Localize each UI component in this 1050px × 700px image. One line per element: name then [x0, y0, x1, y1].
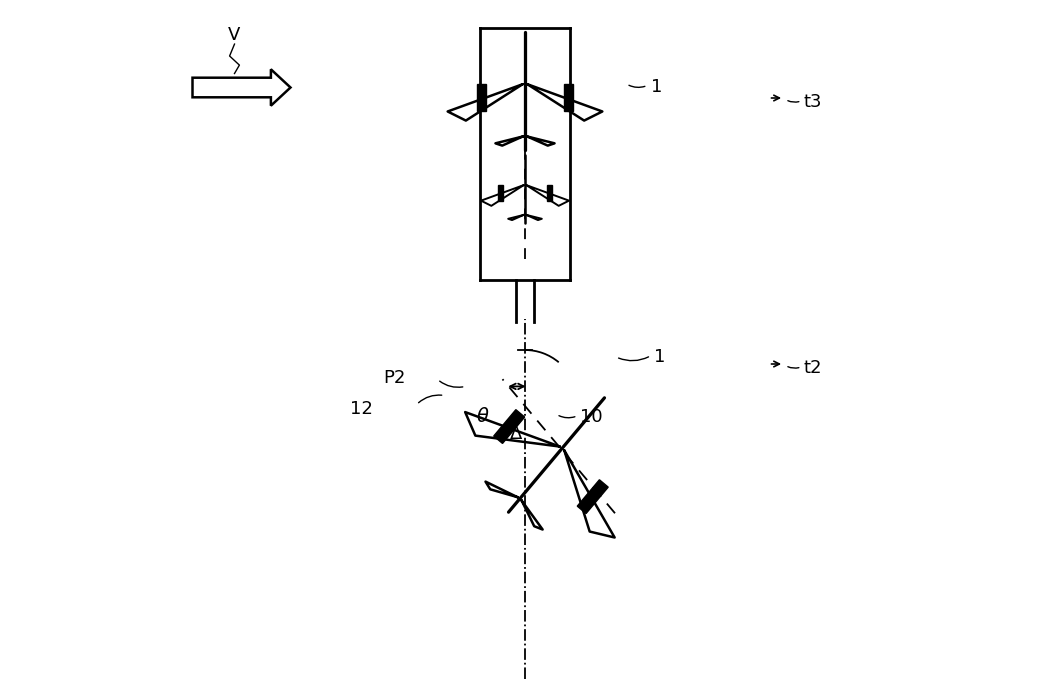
Polygon shape: [547, 185, 552, 201]
Text: $\Delta$: $\Delta$: [509, 425, 523, 443]
Text: P2: P2: [383, 369, 406, 387]
Text: $\theta$: $\theta$: [477, 407, 489, 426]
Text: 12: 12: [350, 400, 373, 418]
Text: 10: 10: [580, 408, 603, 426]
Polygon shape: [477, 84, 486, 111]
FancyArrow shape: [192, 69, 291, 106]
Polygon shape: [498, 185, 503, 201]
Polygon shape: [564, 84, 572, 111]
Text: 1: 1: [654, 348, 666, 366]
Text: V: V: [228, 26, 240, 44]
Polygon shape: [578, 480, 608, 514]
Polygon shape: [494, 410, 525, 443]
Text: 1: 1: [651, 78, 663, 96]
Text: t3: t3: [803, 93, 822, 111]
Text: t2: t2: [803, 359, 822, 377]
